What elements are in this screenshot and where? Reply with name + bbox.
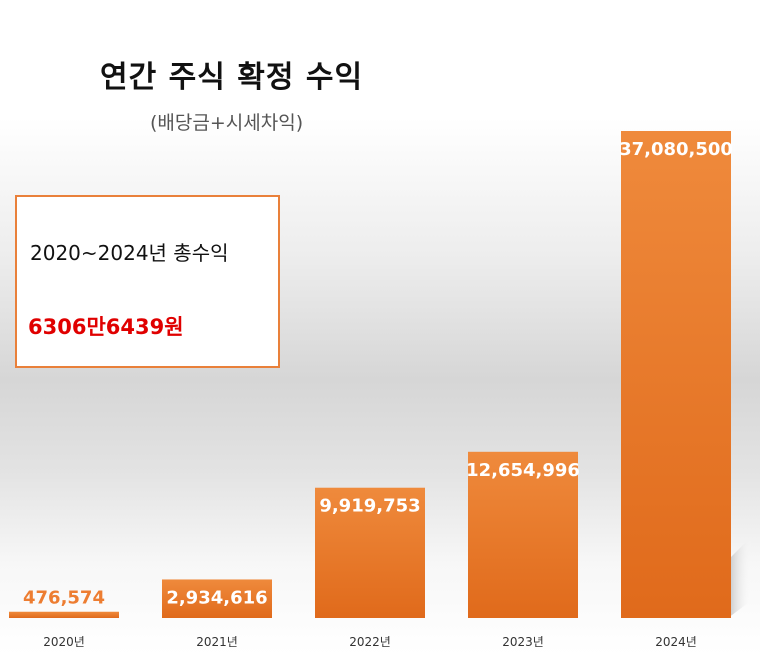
x-tick-label: 2024년 xyxy=(655,635,697,649)
total-summary-value: 6306만6439원 xyxy=(28,315,184,339)
x-tick-label: 2022년 xyxy=(349,635,391,649)
data-label: 37,080,500 xyxy=(619,139,733,160)
chart-title: 연간 주식 확정 수익 xyxy=(100,60,364,95)
bar-2022년 xyxy=(315,487,425,618)
data-label: 12,654,996 xyxy=(466,460,580,481)
total-summary-label: 2020~2024년 총수익 xyxy=(30,241,229,265)
bar-2021년 xyxy=(162,579,272,618)
bar-2023년 xyxy=(468,451,578,618)
x-tick-label: 2021년 xyxy=(196,635,238,649)
chart-subtitle: (배당금+시세차익) xyxy=(150,112,304,134)
bar-shadow xyxy=(728,536,752,618)
bar-2020년 xyxy=(9,611,119,618)
data-label: 2,934,616 xyxy=(166,587,267,608)
x-tick-label: 2023년 xyxy=(502,635,544,649)
data-label: 476,574 xyxy=(23,588,105,609)
total-summary-box: 2020~2024년 총수익 6306만6439원 xyxy=(15,195,280,368)
x-tick-label: 2020년 xyxy=(43,635,85,649)
data-label: 9,919,753 xyxy=(319,496,420,517)
bar-2024년 xyxy=(621,131,731,618)
